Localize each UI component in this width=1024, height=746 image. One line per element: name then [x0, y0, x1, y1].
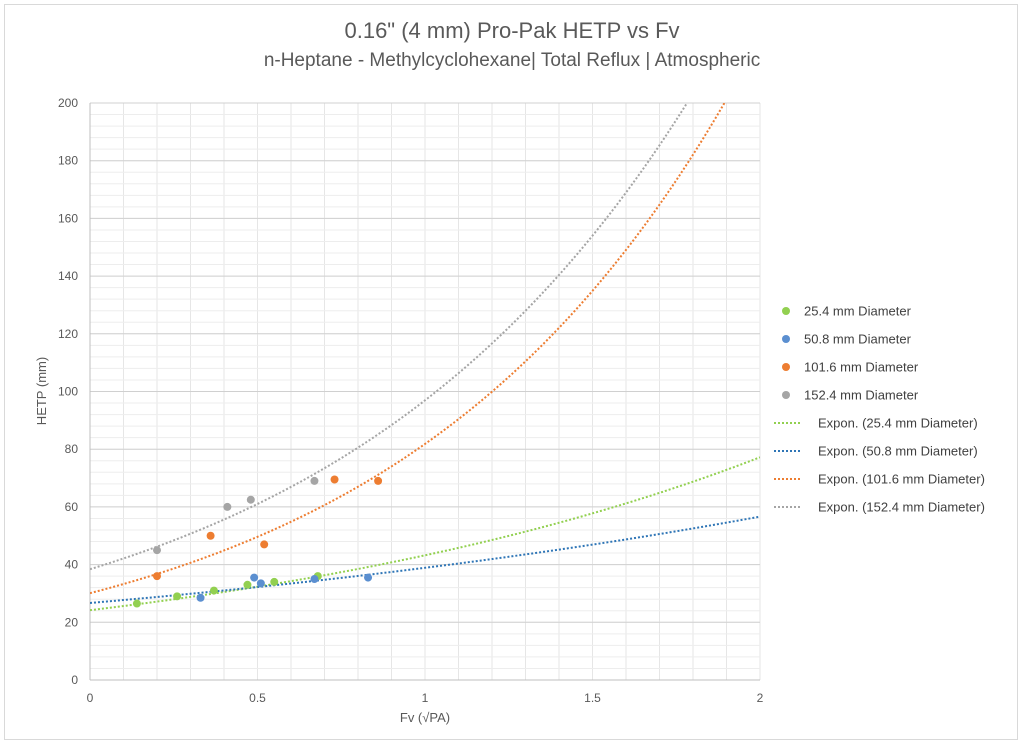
legend-label: 152.4 mm Diameter — [804, 388, 919, 403]
x-tick-label: 1 — [422, 691, 429, 705]
data-point — [206, 531, 215, 540]
y-tick-label: 160 — [58, 211, 78, 225]
data-point — [196, 593, 205, 602]
data-point — [250, 573, 259, 582]
x-tick-label: 2 — [757, 691, 764, 705]
legend-marker — [782, 307, 790, 315]
chart-title: 0.16" (4 mm) Pro-Pak HETP vs Fv — [344, 18, 680, 43]
legend-label: 25.4 mm Diameter — [804, 304, 912, 319]
data-point — [223, 502, 232, 511]
data-point — [270, 577, 279, 586]
chart-frame — [4, 4, 1018, 740]
legend-label: Expon. (152.4 mm Diameter) — [818, 500, 985, 515]
y-tick-label: 80 — [65, 442, 79, 456]
x-tick-label: 0.5 — [249, 691, 266, 705]
data-point — [209, 586, 218, 595]
y-tick-label: 100 — [58, 385, 78, 399]
y-tick-label: 140 — [58, 269, 78, 283]
y-tick-label: 120 — [58, 327, 78, 341]
legend-label: Expon. (101.6 mm Diameter) — [818, 472, 985, 487]
data-points — [132, 475, 383, 608]
y-axis-title: HETP (mm) — [34, 357, 49, 425]
data-point — [243, 580, 252, 589]
data-point — [256, 579, 265, 588]
y-tick-label: 180 — [58, 154, 78, 168]
data-point — [260, 540, 269, 549]
x-axis-title: Fv (√PA) — [400, 710, 450, 725]
chart-subtitle: n-Heptane - Methylcyclohexane| Total Ref… — [263, 50, 761, 71]
x-tick-label: 0 — [87, 691, 94, 705]
trendline — [90, 515, 760, 604]
data-point — [364, 573, 373, 582]
data-point — [374, 476, 383, 485]
y-tick-label: 200 — [58, 96, 78, 110]
trendline — [90, 103, 689, 571]
legend-label: Expon. (50.8 mm Diameter) — [818, 444, 978, 459]
data-point — [310, 575, 319, 584]
grid — [89, 102, 761, 681]
data-point — [153, 572, 161, 581]
y-tick-label: 20 — [65, 615, 79, 629]
data-point — [330, 475, 339, 484]
y-tick-label: 40 — [65, 558, 79, 572]
legend-marker — [782, 391, 790, 399]
legend-label: 101.6 mm Diameter — [804, 360, 919, 375]
data-point — [173, 592, 182, 601]
legend-label: Expon. (25.4 mm Diameter) — [818, 416, 978, 431]
legend-label: 50.8 mm Diameter — [804, 332, 912, 347]
y-tick-label: 0 — [71, 673, 78, 687]
legend-marker — [782, 363, 790, 371]
x-tick-label: 1.5 — [584, 691, 601, 705]
data-point — [132, 599, 141, 608]
legend: 25.4 mm Diameter 50.8 mm Diameter 101.6 mm… — [774, 304, 985, 515]
data-point — [310, 476, 319, 485]
y-tick-label: 60 — [65, 500, 79, 514]
data-point — [153, 546, 161, 555]
data-point — [246, 495, 255, 504]
trendline — [90, 103, 726, 595]
legend-marker — [782, 335, 790, 343]
